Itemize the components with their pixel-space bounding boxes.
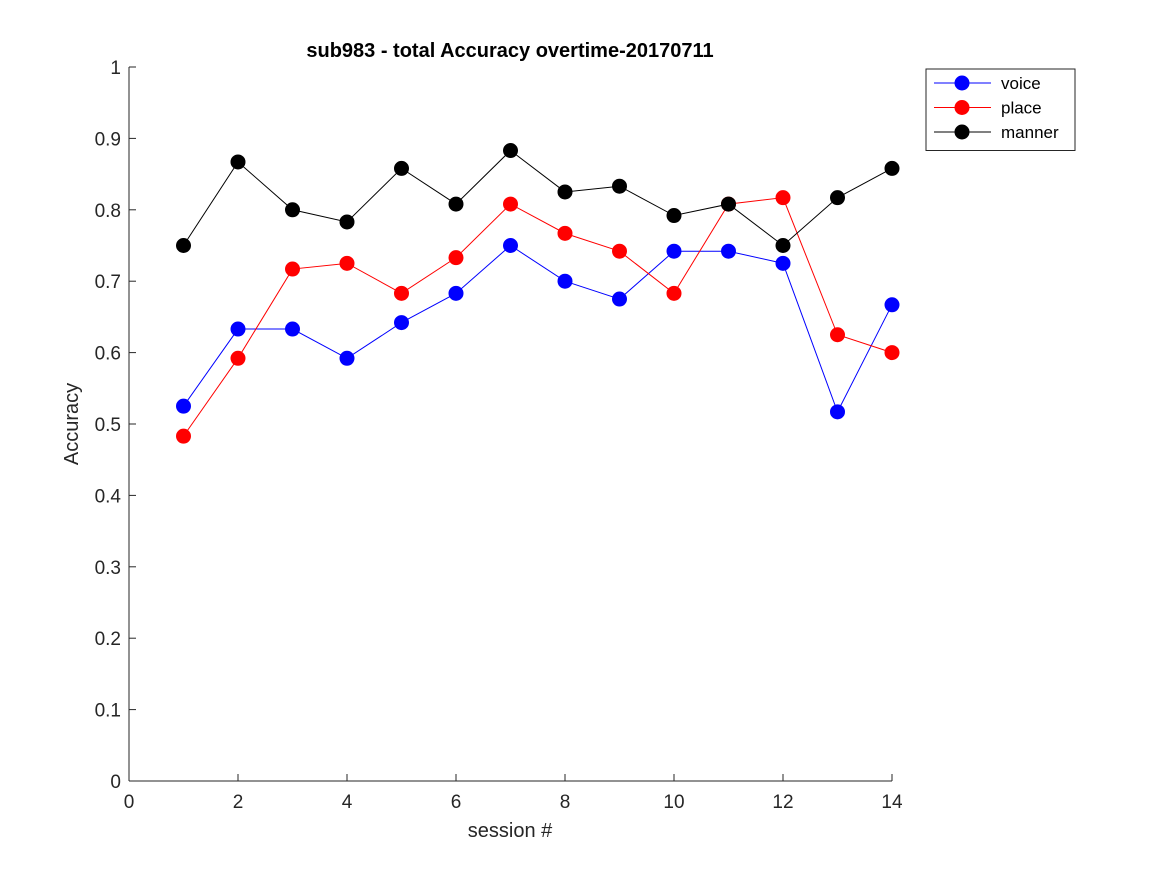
data-point-manner: [176, 238, 191, 253]
x-tick-label: 14: [881, 792, 903, 813]
data-point-voice: [230, 321, 246, 337]
data-point-voice: [557, 273, 573, 289]
plot-area: [176, 143, 900, 444]
y-tick-label: 1: [110, 58, 121, 79]
data-point-voice: [339, 350, 355, 366]
x-tick-label: 6: [451, 792, 462, 813]
legend-marker: [954, 100, 970, 115]
series-voice: [176, 238, 900, 420]
data-point-voice: [884, 297, 900, 313]
data-point-voice: [176, 398, 191, 414]
y-axis-label: Accuracy: [61, 383, 83, 465]
data-point-manner: [775, 238, 791, 253]
data-point-manner: [884, 160, 900, 176]
legend-label-manner: manner: [1001, 123, 1059, 142]
data-point-voice: [775, 255, 791, 271]
x-axis-label: session #: [468, 820, 553, 842]
chart-title: sub983 - total Accuracy overtime-2017071…: [306, 40, 713, 62]
data-point-place: [285, 261, 300, 277]
x-tick-label: 8: [560, 792, 571, 813]
y-tick-label: 0.6: [95, 344, 121, 365]
data-point-voice: [503, 238, 518, 253]
x-tick-label: 4: [342, 792, 353, 813]
data-point-place: [176, 428, 191, 444]
y-tick-label: 0.1: [95, 701, 121, 722]
series-line-voice: [183, 244, 893, 414]
legend-label-voice: voice: [1001, 74, 1041, 93]
data-point-place: [394, 285, 409, 301]
data-point-manner: [612, 178, 627, 194]
data-point-manner: [394, 160, 409, 176]
y-tick-label: 0.5: [95, 415, 121, 436]
series-line-manner: [183, 149, 893, 247]
data-point-voice: [285, 321, 300, 337]
data-point-voice: [830, 404, 845, 420]
data-point-place: [612, 243, 627, 259]
series-manner: [176, 143, 900, 253]
data-point-place: [775, 190, 791, 206]
data-point-manner: [666, 208, 682, 224]
y-tick-label: 0.4: [95, 486, 122, 507]
series-place: [176, 190, 900, 444]
data-point-voice: [612, 291, 627, 307]
legend: voice place manner: [925, 68, 1076, 151]
data-point-manner: [721, 196, 736, 212]
data-point-manner: [830, 190, 845, 206]
legend-label-place: place: [1001, 99, 1042, 118]
axes: 0 2 4 6 8 10 12 14 0 0.1 0.2 0.3 0.4 0.5 0.6 0.7 0.8 0.9 1: [95, 58, 903, 813]
data-point-place: [830, 327, 845, 343]
data-point-place: [230, 350, 246, 366]
data-point-place: [448, 250, 464, 266]
x-tick-label: 0: [124, 792, 135, 813]
data-point-manner: [230, 154, 246, 170]
x-tick-label: 2: [233, 792, 244, 813]
y-tick-label: 0.3: [95, 558, 121, 579]
data-point-place: [666, 285, 682, 301]
y-tick-label: 0.7: [95, 272, 121, 293]
data-point-manner: [339, 214, 355, 230]
legend-marker: [954, 124, 970, 140]
x-tick-label: 10: [663, 792, 684, 813]
x-tick-label: 12: [772, 792, 793, 813]
data-point-manner: [557, 184, 573, 200]
data-point-voice: [394, 315, 409, 331]
data-point-place: [884, 345, 900, 361]
data-point-voice: [666, 243, 682, 259]
data-point-manner: [285, 202, 300, 218]
data-point-place: [339, 255, 355, 271]
y-tick-label: 0.8: [95, 201, 121, 222]
y-tick-label: 0.9: [95, 129, 121, 150]
data-point-voice: [448, 285, 464, 301]
y-tick-label: 0.2: [95, 629, 121, 650]
data-point-place: [557, 225, 573, 241]
data-point-manner: [503, 143, 518, 159]
data-point-place: [503, 196, 518, 212]
y-tick-label: 0: [110, 772, 121, 793]
legend-marker: [954, 75, 970, 91]
series-line-place: [183, 197, 893, 437]
data-point-manner: [448, 196, 464, 212]
data-point-voice: [721, 243, 736, 259]
